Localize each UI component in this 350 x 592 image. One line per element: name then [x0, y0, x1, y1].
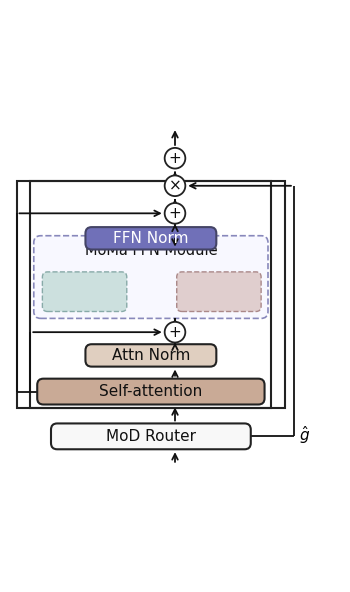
FancyBboxPatch shape: [37, 379, 265, 404]
Circle shape: [164, 203, 186, 224]
FancyBboxPatch shape: [42, 272, 127, 311]
Bar: [16, 181, 285, 408]
Text: Attn Norm: Attn Norm: [112, 348, 190, 363]
FancyBboxPatch shape: [34, 236, 268, 318]
Text: +: +: [169, 206, 181, 221]
FancyBboxPatch shape: [177, 272, 261, 311]
Text: MoMa FFN Module: MoMa FFN Module: [85, 243, 217, 258]
Bar: [30, 181, 272, 408]
Text: FFN Norm: FFN Norm: [113, 231, 189, 246]
FancyBboxPatch shape: [51, 423, 251, 449]
Text: +: +: [169, 151, 181, 166]
FancyBboxPatch shape: [85, 344, 216, 366]
Text: $\hat{g}$: $\hat{g}$: [299, 424, 310, 446]
Text: ×: ×: [169, 178, 181, 193]
Circle shape: [164, 175, 186, 196]
Text: MoD Router: MoD Router: [106, 429, 196, 444]
Text: +: +: [169, 324, 181, 340]
Circle shape: [164, 322, 186, 343]
Circle shape: [164, 148, 186, 169]
FancyBboxPatch shape: [85, 227, 216, 249]
Text: Self-attention: Self-attention: [99, 384, 203, 399]
